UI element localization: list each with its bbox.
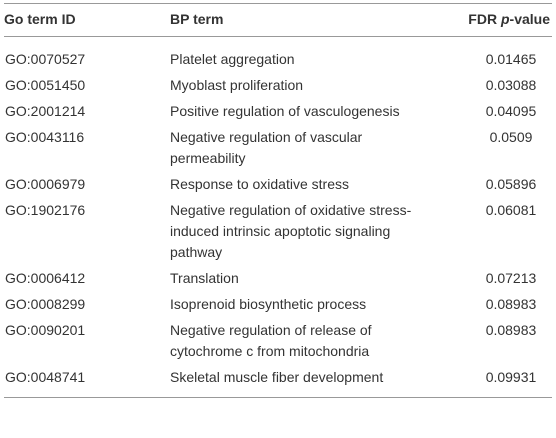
table-cell: Negative regulation of release of cytoch…	[170, 322, 372, 359]
table-cell: 0.08983	[485, 296, 537, 312]
table-cell: 0.01465	[485, 51, 537, 67]
table-cell: GO:0006979	[5, 176, 86, 192]
table-cell: 0.09931	[440, 365, 552, 398]
table-row: GO:0008299 Isoprenoid biosynthetic proces…	[4, 292, 552, 318]
table-cell: Skeletal muscle fiber development	[170, 365, 440, 398]
table-cell: 0.05896	[485, 176, 537, 192]
table-row: GO:0051450 Myoblast proliferation 0.03088	[4, 73, 552, 99]
results-table: Go term ID BP term FDR p-value GO:007052…	[4, 3, 552, 398]
table-row: GO:0006412 Translation 0.07213	[4, 266, 552, 292]
table-cell: Negative regulation of oxidative stress-…	[170, 202, 412, 260]
table-cell: 0.03088	[485, 77, 537, 93]
header-cell: FDR p-value	[440, 3, 552, 37]
table-cell: GO:0043116	[5, 129, 85, 145]
table-cell: GO:2001214	[5, 103, 86, 119]
table-row: GO:2001214 Positive regulation of vasculo…	[4, 99, 552, 125]
table-cell: GO:0048741	[4, 365, 170, 398]
table-body: GO:0070527 Platelet aggregation 0.01465 GO:…	[4, 37, 552, 398]
table-cell: 0.04095	[485, 103, 537, 119]
table-cell: 0.06081	[485, 202, 537, 218]
header-text: p	[500, 11, 510, 27]
table-row: GO:1902176 Negative regulation of oxidati…	[4, 198, 552, 266]
table-cell: GO:1902176	[5, 202, 86, 218]
table-cell: GO:0051450	[5, 77, 86, 93]
table-cell: GO:0008299	[5, 296, 86, 312]
table-cell: GO:0006412	[5, 270, 86, 286]
table-cell: Positive regulation of vasculogenesis	[170, 103, 400, 119]
table-cell: Negative regulation of vascular permeabi…	[170, 129, 363, 166]
page: {"table": { "header": {"id": "Go term ID…	[0, 3, 556, 438]
header-text: FDR	[468, 11, 501, 27]
table-cell: GO:0090201	[5, 322, 86, 338]
table-cell: 0.08983	[485, 322, 537, 338]
header-text: -value	[509, 11, 550, 27]
header-cell: BP term	[170, 3, 440, 37]
header-cell: Go term ID	[4, 3, 170, 37]
table-row: GO:0048741 Skeletal muscle fiber developm…	[4, 365, 552, 398]
table-row: GO:0006979 Response to oxidative stress 0.…	[4, 172, 552, 198]
table-cell: Myoblast proliferation	[170, 77, 304, 93]
table-header: Go term ID BP term FDR p-value	[4, 3, 552, 37]
table-row: GO:0090201 Negative regulation of release…	[4, 318, 552, 365]
table-cell: Translation	[170, 270, 239, 286]
table-cell: Isoprenoid biosynthetic process	[170, 296, 367, 312]
header-row: Go term ID BP term FDR p-value	[4, 3, 552, 37]
table-cell: 0.07213	[485, 270, 537, 286]
table-cell: Response to oxidative stress	[170, 176, 349, 192]
table-cell: GO:0070527	[5, 51, 86, 67]
table-cell: 0.0509	[489, 129, 533, 145]
table-row: GO:0070527 Platelet aggregation 0.01465	[4, 37, 552, 74]
table-row: GO:0043116 Negative regulation of vascula…	[4, 125, 552, 172]
table-cell: Platelet aggregation	[170, 51, 295, 67]
